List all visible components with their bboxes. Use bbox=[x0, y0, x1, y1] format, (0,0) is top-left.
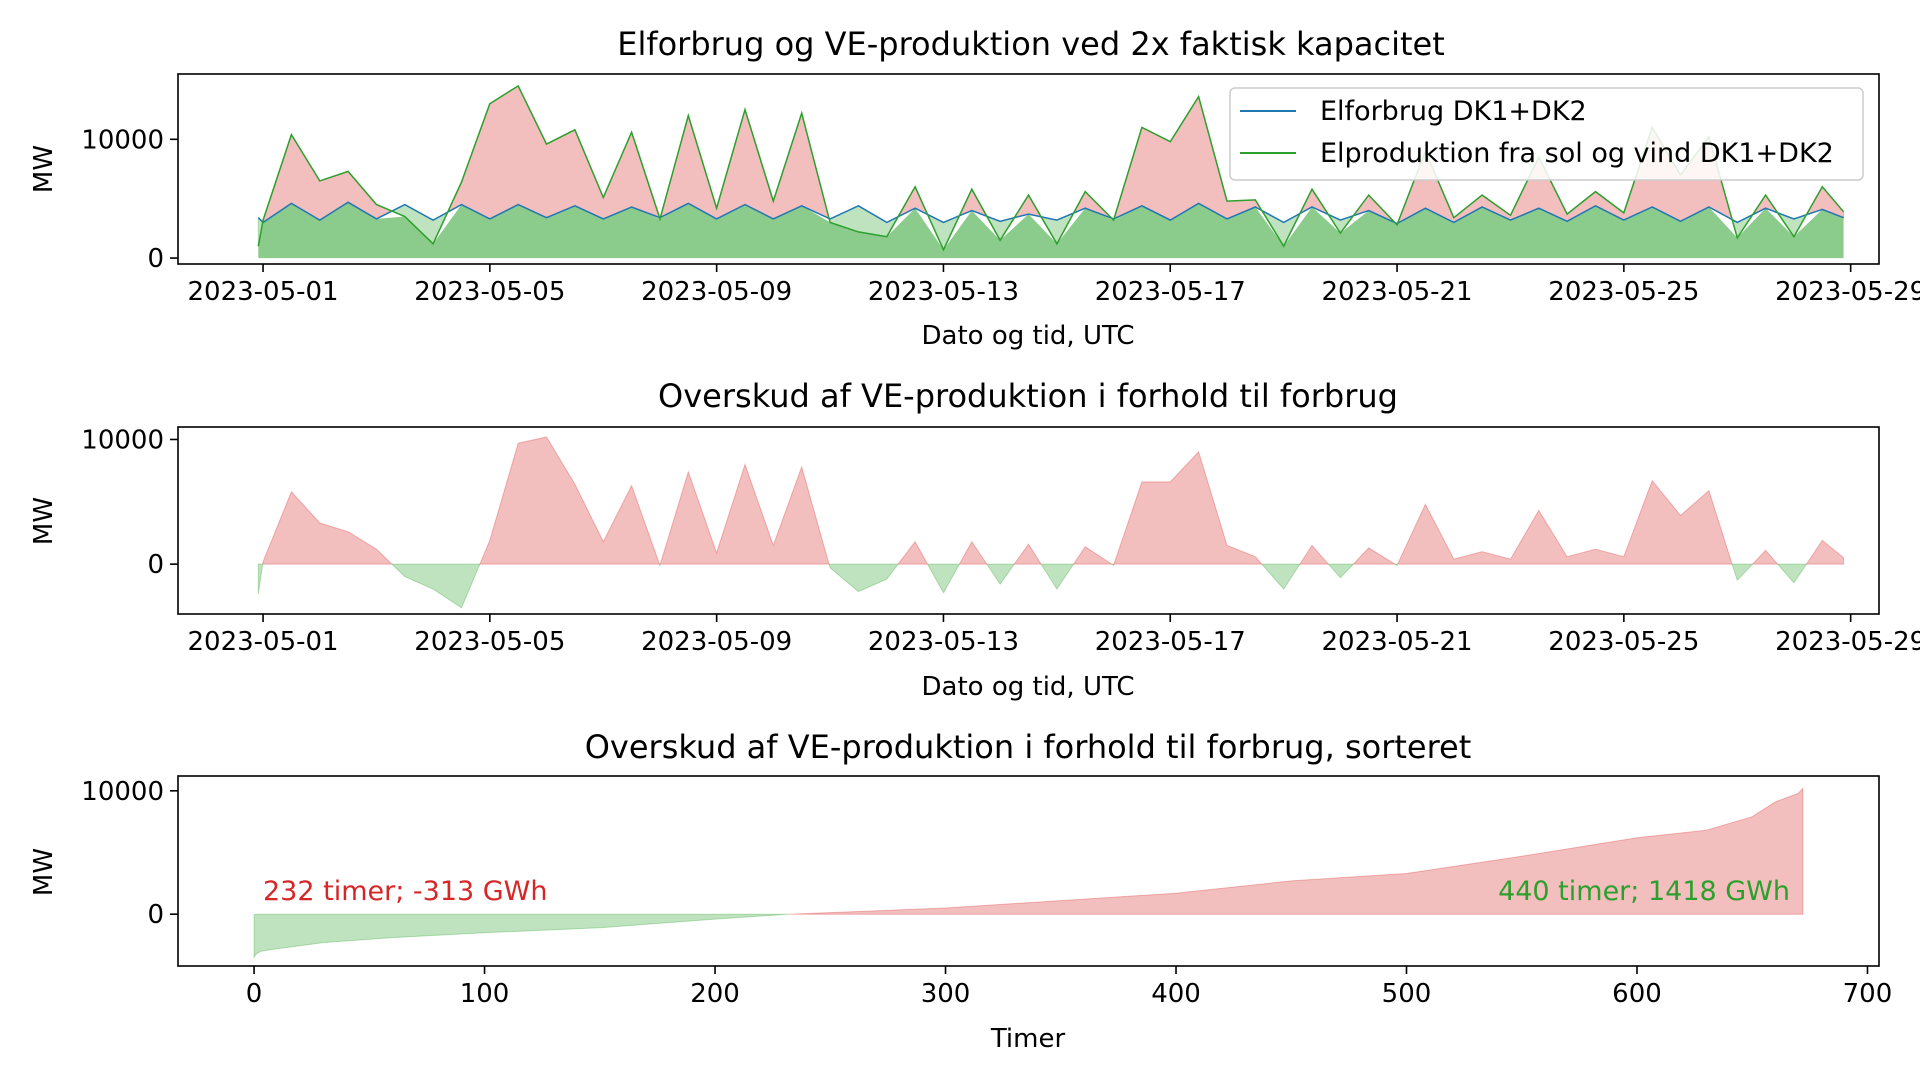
y-axis-label: MW bbox=[29, 848, 59, 896]
surplus-surplus-area bbox=[1260, 563, 1301, 590]
x-ticks: 2023-05-01 2023-05-05 2023-05-09 2023-05-13… bbox=[187, 614, 1920, 657]
y-ticks: 0 10000 bbox=[81, 125, 178, 274]
surplus-surplus-area bbox=[1776, 563, 1808, 584]
axes-frame bbox=[177, 426, 1880, 615]
surplus-surplus-area bbox=[1110, 563, 1115, 567]
chart-title: Overskud af VE-produktion i forhold til … bbox=[585, 728, 1472, 766]
x-ticks: 0 100 200 300 400 500 600 700 bbox=[246, 966, 1893, 1009]
y-tick-label: 10000 bbox=[81, 777, 164, 807]
x-tick-label: 2023-05-21 bbox=[1321, 277, 1472, 307]
x-tick-label: 2023-05-09 bbox=[641, 627, 792, 657]
x-tick-label: 2023-05-25 bbox=[1548, 627, 1699, 657]
y-tick-label: 10000 bbox=[81, 425, 164, 455]
x-tick-label: 0 bbox=[246, 979, 263, 1009]
plot-area bbox=[257, 436, 1845, 609]
x-tick-label: 500 bbox=[1382, 979, 1432, 1009]
surplus-deficit-area bbox=[897, 540, 929, 565]
legend-box bbox=[1229, 87, 1864, 181]
x-tick-label: 2023-05-09 bbox=[641, 277, 792, 307]
covered-consumption-area bbox=[258, 202, 1844, 259]
annotation-surplus: 440 timer; 1418 GWh bbox=[1498, 876, 1790, 907]
x-tick-label: 2023-05-01 bbox=[187, 277, 338, 307]
x-tick-label: 600 bbox=[1612, 979, 1662, 1009]
surplus-surplus-area bbox=[1040, 563, 1075, 591]
surplus-deficit-area bbox=[479, 436, 661, 565]
x-axis-label: Dato og tid, UTC bbox=[922, 672, 1135, 702]
x-tick-label: 400 bbox=[1151, 979, 1201, 1009]
x-tick-label: 200 bbox=[690, 979, 740, 1009]
surplus-surplus-area bbox=[926, 563, 961, 594]
surplus-deficit-area bbox=[659, 462, 830, 565]
sorted-surplus-surplus-area bbox=[253, 913, 789, 960]
x-tick-label: 2023-05-25 bbox=[1548, 277, 1699, 307]
x-tick-label: 2023-05-05 bbox=[414, 627, 565, 657]
surplus-surplus-area bbox=[658, 563, 661, 568]
x-tick-label: 300 bbox=[921, 979, 971, 1009]
x-tick-label: 2023-05-13 bbox=[868, 627, 1019, 657]
y-tick-label: 0 bbox=[147, 900, 164, 930]
x-tick-label: 2023-05-29 bbox=[1775, 627, 1920, 657]
x-tick-label: 100 bbox=[460, 979, 510, 1009]
y-tick-label: 10000 bbox=[81, 125, 164, 155]
surplus-surplus-area bbox=[257, 563, 264, 595]
y-axis-label: MW bbox=[29, 145, 59, 193]
x-axis-label: Dato og tid, UTC bbox=[922, 321, 1135, 351]
sorted-surplus-deficit-area bbox=[788, 787, 1804, 915]
axes-frame bbox=[177, 73, 1880, 265]
surplus-deficit-area bbox=[1751, 549, 1779, 565]
chart-title: Elforbrug og VE-produktion ved 2x faktis… bbox=[617, 25, 1445, 63]
surplus-deficit-area bbox=[1396, 479, 1733, 565]
annotation-deficit: 232 timer; -313 GWh bbox=[263, 876, 548, 907]
x-tick-label: 700 bbox=[1843, 979, 1893, 1009]
surplus-surplus-area bbox=[1393, 563, 1399, 567]
surplus-surplus-area bbox=[1327, 563, 1355, 579]
surplus-deficit-area bbox=[1805, 539, 1845, 565]
surplus-surplus-area bbox=[1731, 563, 1754, 582]
chart-consumption-vs-production: Elforbrug og VE-produktion ved 2x faktis… bbox=[29, 25, 1920, 351]
x-tick-label: 2023-05-21 bbox=[1321, 627, 1472, 657]
surplus-deficit-area bbox=[1072, 546, 1114, 565]
x-tick-label: 2023-05-05 bbox=[414, 277, 565, 307]
x-ticks: 2023-05-01 2023-05-05 2023-05-09 2023-05-13… bbox=[187, 264, 1920, 307]
surplus-deficit-area bbox=[262, 490, 394, 565]
legend: Elforbrug DK1+DK2 Elproduktion fra sol o… bbox=[1229, 87, 1864, 181]
y-tick-label: 0 bbox=[147, 550, 164, 580]
consumption-line bbox=[257, 201, 1844, 225]
y-axis-label: MW bbox=[29, 497, 59, 545]
surplus-deficit-area bbox=[1113, 450, 1263, 565]
legend-label-production: Elproduktion fra sol og vind DK1+DK2 bbox=[1320, 138, 1834, 169]
surplus-surplus-area bbox=[390, 563, 481, 609]
y-tick-label: 0 bbox=[147, 244, 164, 274]
x-tick-label: 2023-05-29 bbox=[1775, 277, 1920, 307]
surplus-deficit-area bbox=[1352, 547, 1397, 565]
x-tick-label: 2023-05-17 bbox=[1095, 627, 1246, 657]
plot-area bbox=[253, 787, 1804, 960]
x-tick-label: 2023-05-01 bbox=[187, 627, 338, 657]
chart-surplus: Overskud af VE-produktion i forhold til … bbox=[29, 377, 1920, 702]
chart-surplus-sorted: Overskud af VE-produktion i forhold til … bbox=[29, 728, 1892, 1054]
surplus-surplus-area bbox=[828, 563, 900, 593]
x-tick-label: 2023-05-13 bbox=[868, 277, 1019, 307]
y-ticks: 0 10000 bbox=[81, 425, 178, 580]
surplus-surplus-area bbox=[985, 563, 1016, 585]
y-ticks: 0 10000 bbox=[81, 777, 178, 930]
surplus-deficit-area bbox=[1298, 544, 1330, 565]
chart-title: Overskud af VE-produktion i forhold til … bbox=[658, 377, 1398, 415]
x-axis-label: Timer bbox=[990, 1024, 1066, 1054]
surplus-deficit-area bbox=[958, 540, 988, 565]
plot-area bbox=[257, 84, 1845, 259]
production-line bbox=[257, 84, 1845, 252]
surplus-deficit-area bbox=[1013, 543, 1043, 565]
axes-frame bbox=[177, 775, 1880, 967]
x-tick-label: 2023-05-17 bbox=[1095, 277, 1246, 307]
legend-label-consumption: Elforbrug DK1+DK2 bbox=[1320, 96, 1587, 127]
